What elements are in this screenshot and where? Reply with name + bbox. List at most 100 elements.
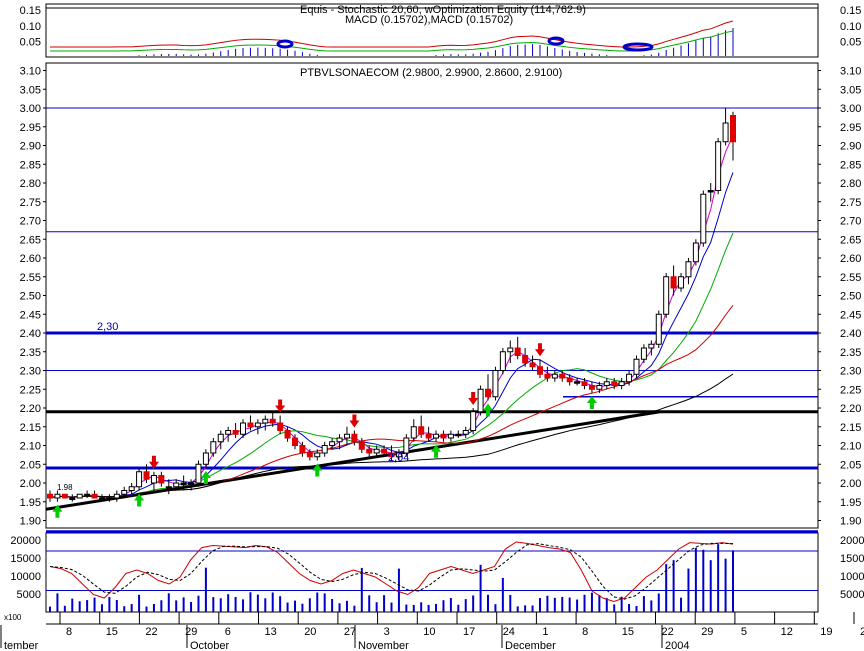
candle-body <box>514 347 521 356</box>
x-day-tick: 29 <box>185 626 197 638</box>
candle <box>210 438 217 457</box>
candle <box>284 426 291 442</box>
x-month-label: tember <box>4 640 39 651</box>
main-tick-left: 1.95 <box>20 497 41 509</box>
candle-body <box>143 471 150 480</box>
candle <box>373 445 380 457</box>
candle <box>425 426 432 442</box>
candle <box>136 468 143 491</box>
candle-body <box>730 115 736 143</box>
candle <box>240 419 247 438</box>
candle <box>358 438 365 453</box>
bottom-tick-right: 20000 <box>840 535 864 547</box>
x-month-label: October <box>190 640 229 651</box>
candle <box>715 138 722 195</box>
candle <box>692 239 699 266</box>
candle-body <box>195 463 202 484</box>
candle-body <box>262 418 269 424</box>
main-tick-left: 2.75 <box>20 197 41 209</box>
candle <box>98 494 105 502</box>
sell-arrow-icon <box>275 399 286 413</box>
candle <box>507 340 514 363</box>
main-panel-title: PTBVLSONAECOM (2.9800, 2.9900, 2.8600, 2… <box>300 67 562 79</box>
candle-body <box>321 445 328 454</box>
candle <box>485 374 492 401</box>
buy-arrow-icon <box>586 396 597 409</box>
candle-body <box>69 497 76 500</box>
candle-body <box>581 381 588 386</box>
candle <box>626 370 633 386</box>
main-tick-right: 2.95 <box>840 122 861 134</box>
candle-body <box>507 347 514 353</box>
candle <box>254 419 261 435</box>
candle-body <box>529 362 536 368</box>
candle-body <box>433 433 440 439</box>
candle-body <box>121 490 128 495</box>
main-tick-right: 2.45 <box>840 309 861 321</box>
candle-body <box>381 448 388 454</box>
buy-arrow-icon <box>200 471 211 484</box>
candle <box>232 423 239 438</box>
candle-body <box>225 430 232 435</box>
x-day-tick: 22 <box>145 626 157 638</box>
candle <box>277 415 284 435</box>
x-day-tick: 17 <box>463 626 475 638</box>
main-tick-right: 3.05 <box>840 84 861 96</box>
main-tick-right: 2.55 <box>840 272 861 284</box>
candle-body <box>232 430 239 435</box>
x-day-tick: 3 <box>384 626 390 638</box>
candle <box>655 310 662 348</box>
main-tick-left: 2.95 <box>20 122 41 134</box>
signal-marker <box>622 42 654 52</box>
main-tick-right: 3.10 <box>840 66 861 78</box>
main-tick-right: 2.40 <box>840 328 861 340</box>
candle <box>529 355 536 371</box>
bottom-tick-left: 5000 <box>17 589 41 601</box>
top-panel-subtitle: MACD (0.15702),MACD (0.15702) <box>345 14 513 26</box>
top-tick-left: 0.10 <box>20 21 41 33</box>
candle-body <box>403 437 410 454</box>
candle <box>433 430 440 442</box>
candle-body <box>54 493 61 499</box>
candle <box>633 355 640 378</box>
candle <box>670 265 677 296</box>
bottom-tick-right: 15000 <box>840 553 864 565</box>
main-tick-right: 2.50 <box>840 291 861 303</box>
candle-body <box>269 418 276 424</box>
main-tick-right: 2.85 <box>840 159 861 171</box>
main-tick-left: 2.05 <box>20 459 41 471</box>
candle <box>685 258 692 285</box>
candle <box>551 370 558 382</box>
x-month-label: November <box>358 640 409 651</box>
candle <box>470 408 477 435</box>
candle-body <box>210 441 217 454</box>
candle-body <box>611 381 618 386</box>
candle-body <box>603 381 610 386</box>
candle-body <box>240 422 247 435</box>
candle-body <box>150 475 157 484</box>
bottom-panel-y-ticks: 20000 20000 15000 15000 10000 10000 5000 5000 <box>10 535 864 601</box>
candle <box>76 493 83 499</box>
candle-body <box>685 261 692 278</box>
candle <box>306 449 313 461</box>
candle <box>522 348 529 367</box>
main-tick-left: 2.00 <box>20 478 41 490</box>
main-tick-left: 2.35 <box>20 347 41 359</box>
candle-body <box>165 486 172 489</box>
candle-body <box>254 422 261 428</box>
candle-body <box>395 452 402 458</box>
x-day-tick: 15 <box>622 626 634 638</box>
candle <box>611 378 618 390</box>
main-tick-right: 2.20 <box>840 403 861 415</box>
buy-arrow-icon <box>431 444 442 458</box>
candle-body <box>173 482 180 488</box>
main-tick-left: 3.10 <box>20 66 41 78</box>
main-tick-left: 2.15 <box>20 422 41 434</box>
main-tick-left: 2.60 <box>20 253 41 265</box>
main-tick-right: 2.00 <box>840 478 861 490</box>
candle-body <box>574 381 581 384</box>
candle <box>588 381 595 393</box>
candle <box>128 483 135 495</box>
candle-body <box>284 430 291 439</box>
candle <box>113 490 120 502</box>
